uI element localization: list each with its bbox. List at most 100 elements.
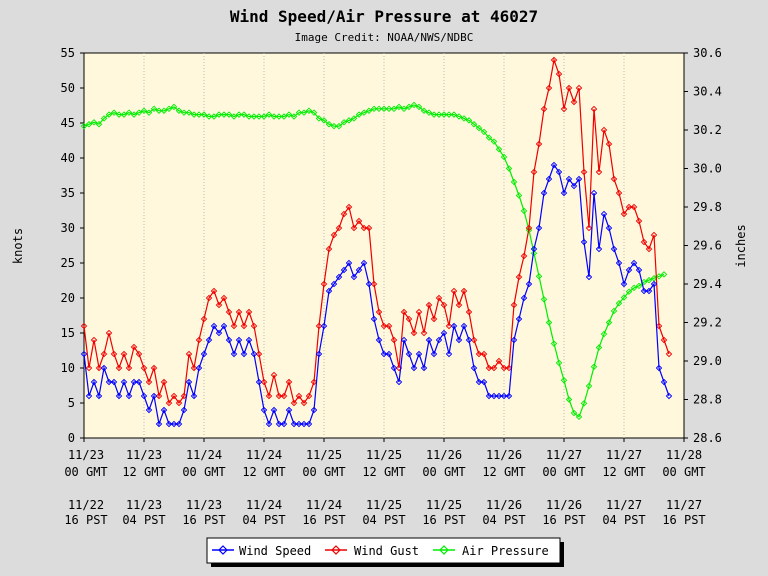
data-point	[330, 231, 338, 239]
right-tick-label: 29.4	[693, 277, 722, 291]
data-point	[190, 392, 198, 400]
data-point	[415, 103, 423, 111]
data-point	[130, 111, 138, 118]
data-point	[655, 364, 663, 372]
data-point	[485, 134, 493, 141]
data-point	[260, 113, 268, 120]
x-tick-label-pst-time: 16 PST	[64, 513, 107, 527]
data-point	[290, 420, 298, 428]
data-point	[375, 308, 383, 316]
data-point	[345, 259, 353, 267]
data-point	[95, 392, 103, 400]
data-point	[175, 399, 183, 407]
data-point	[585, 224, 593, 232]
data-point	[500, 153, 508, 161]
data-point	[520, 294, 528, 302]
data-point	[385, 105, 393, 113]
data-point	[525, 280, 533, 288]
legend: Wind Speed Wind Gust Air Pressure	[206, 537, 564, 567]
data-point	[125, 392, 133, 400]
data-point	[175, 420, 183, 428]
data-point	[575, 175, 583, 183]
right-tick-label: 30.6	[693, 46, 722, 60]
data-point	[455, 301, 463, 309]
data-point	[285, 111, 293, 118]
data-point	[475, 378, 483, 386]
data-point	[100, 115, 108, 122]
x-tick-label-pst-time: 04 PST	[482, 513, 525, 527]
data-point	[500, 364, 508, 372]
data-point	[405, 350, 413, 358]
data-point	[250, 322, 258, 330]
data-point	[165, 420, 173, 428]
right-tick-label: 29.0	[693, 354, 722, 368]
legend-label: Air Pressure	[462, 544, 549, 558]
data-point	[400, 336, 408, 344]
data-point	[630, 259, 638, 267]
data-point	[525, 224, 533, 232]
data-point	[375, 336, 383, 344]
data-point	[340, 119, 348, 126]
data-point	[220, 294, 228, 302]
data-point	[630, 203, 638, 211]
data-point	[495, 392, 503, 400]
x-tick-label-gmt-date: 11/27	[546, 448, 582, 462]
data-point	[190, 111, 198, 118]
data-point	[245, 308, 253, 316]
data-point	[100, 364, 108, 372]
data-point	[430, 111, 438, 118]
data-point	[440, 111, 448, 118]
data-point	[425, 109, 433, 116]
data-point	[200, 315, 208, 323]
data-point	[620, 280, 628, 288]
data-point	[540, 105, 548, 113]
data-point	[305, 392, 313, 400]
data-point	[215, 111, 223, 118]
data-point	[385, 322, 393, 330]
data-point	[135, 378, 143, 386]
x-tick-label-pst-date: 11/23	[126, 498, 162, 512]
data-point	[580, 400, 588, 407]
data-point	[345, 203, 353, 211]
data-point	[650, 280, 658, 288]
data-point	[85, 392, 93, 400]
data-point	[115, 392, 123, 400]
data-point	[415, 308, 423, 316]
data-point	[140, 392, 148, 400]
data-point	[190, 364, 198, 372]
data-point	[665, 392, 673, 400]
data-point	[445, 111, 453, 118]
data-point	[480, 350, 488, 358]
x-tick-label-pst-date: 11/23	[186, 498, 222, 512]
data-point	[150, 105, 158, 113]
data-point	[640, 287, 648, 295]
data-point	[105, 329, 113, 337]
data-point	[180, 406, 188, 414]
data-point	[420, 329, 428, 337]
data-point	[460, 287, 468, 295]
x-tick-label-gmt-time: 12 GMT	[122, 465, 165, 479]
data-point	[580, 238, 588, 246]
data-point	[510, 178, 518, 186]
data-point	[350, 115, 358, 122]
data-point	[660, 271, 668, 278]
data-point	[295, 109, 303, 116]
left-tick-label: 5	[68, 396, 75, 410]
x-tick-label-pst-date: 11/26	[486, 498, 522, 512]
left-tick-label: 35	[61, 186, 75, 200]
data-point	[410, 364, 418, 372]
data-point	[230, 322, 238, 330]
x-tick-label-gmt-date: 11/23	[68, 448, 104, 462]
x-tick-label-gmt-time: 00 GMT	[662, 465, 705, 479]
data-point	[285, 406, 293, 414]
data-point	[435, 111, 443, 118]
data-point	[410, 329, 418, 337]
data-point	[110, 378, 118, 386]
data-point	[240, 350, 248, 358]
data-point	[210, 287, 218, 295]
data-point	[465, 336, 473, 344]
data-point	[220, 322, 228, 330]
data-point	[600, 330, 608, 338]
legend-swatch-marker	[331, 545, 341, 555]
